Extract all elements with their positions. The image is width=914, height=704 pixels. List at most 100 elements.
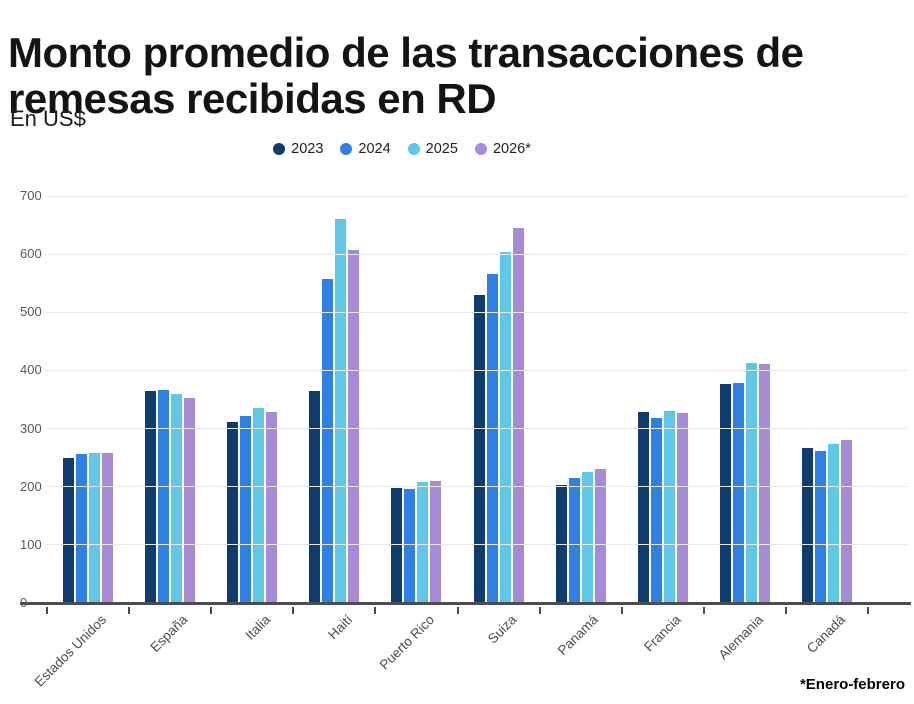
bar-espana-2025 [171,393,183,603]
bar-estados-unidos-2026 [102,453,114,603]
bar-estados-unidos-2025 [89,453,101,603]
bar-group-espana [129,390,211,603]
x-axis-tick [784,607,787,614]
bar-alemania-2025 [745,362,757,603]
bar-haiti-2024 [322,279,334,603]
bar-espana-2026 [184,397,196,603]
legend-label-2026: 2026* [492,141,531,157]
bar-canada-2024 [814,450,826,603]
x-axis-label-estados-unidos: Estados Unidos [31,612,109,690]
bar-suiza-2024 [486,273,498,603]
gridline-400 [45,369,908,371]
bar-italia-2024 [240,415,252,603]
bar-suiza-2023 [473,294,485,603]
bar-estados-unidos-2023 [63,457,75,603]
bar-francia-2025 [663,411,675,603]
bar-panama-2024 [568,478,580,603]
bar-canada-2026 [840,440,852,603]
gridline-100 [45,544,908,546]
gridline-600 [45,253,908,255]
chart-subtitle: En US$ [10,106,86,131]
x-axis-label-francia: Francia [640,612,684,655]
bar-francia-2024 [650,417,662,603]
legend-item-2024: 2024 [340,141,391,157]
bar-francia-2026 [676,413,688,603]
bar-francia-2023 [637,412,649,603]
bar-group-italia [211,408,293,603]
bar-group-puerto-rico [375,480,457,603]
y-tick-label-500: 500 [20,304,42,320]
legend-item-2025: 2025 [407,141,458,157]
bar-italia-2025 [253,408,265,603]
bar-haiti-2025 [335,219,347,603]
x-axis-tick [456,607,459,614]
x-axis-tick [374,607,377,614]
y-tick-label-400: 400 [20,362,42,378]
legend-label-2024: 2024 [358,141,391,157]
bar-group-panama [540,468,622,603]
legend-label-2025: 2025 [425,141,458,157]
bar-espana-2023 [145,391,157,603]
legend-dot-2023 [273,143,286,155]
x-axis-label-suiza: Suiza [484,612,520,647]
x-axis-tick [620,607,623,614]
bar-alemania-2026 [758,364,770,603]
legend-item-2023: 2023 [273,141,323,157]
gridline-700 [45,195,908,197]
bar-alemania-2023 [719,384,731,603]
bar-panama-2023 [555,484,567,603]
bar-canada-2025 [827,444,839,603]
bar-panama-2026 [594,468,606,603]
legend-dot-2025 [407,143,420,155]
gridline-300 [45,428,908,430]
x-axis-tick [292,607,295,614]
gridline-200 [45,486,908,488]
y-tick-label-300: 300 [20,420,42,436]
chart-title: Monto promedio de las transacciones de r… [8,29,804,123]
bars-container [47,196,868,603]
bar-group-alemania [704,362,786,603]
x-axis-label-alemania: Alemania [715,612,766,663]
bar-italia-2026 [266,412,278,603]
bar-puerto-rico-2025 [417,482,429,603]
x-axis-line [20,602,911,605]
bar-suiza-2026 [512,227,524,603]
y-tick-label-200: 200 [20,478,42,494]
x-axis-label-espana: España [147,612,191,655]
bar-group-estados-unidos [47,453,129,603]
legend-label-2023: 2023 [291,141,324,157]
gridline-500 [45,311,908,313]
x-axis-tick [702,607,705,614]
x-axis-label-haiti: Haití [324,612,355,643]
x-axis-label-canada: Canadá [803,612,848,657]
x-axis-label-italia: Italia [242,612,273,643]
y-tick-label-0: 0 [20,595,28,610]
bar-espana-2024 [158,390,170,603]
legend-item-2026: 2026* [474,141,531,157]
bar-alemania-2024 [732,382,744,603]
bar-group-suiza [457,227,539,603]
x-axis-tick [128,607,131,614]
x-axis-label-puerto-rico: Puerto Rico [376,612,438,673]
bar-italia-2023 [227,422,239,603]
bar-puerto-rico-2026 [430,480,442,603]
footnote: *Enero-febrero [799,676,905,693]
x-axis-tick [46,607,48,614]
bar-group-canada [786,440,868,603]
bar-group-haiti [293,219,375,603]
bar-puerto-rico-2024 [404,489,416,603]
bar-group-francia [622,411,704,603]
bar-estados-unidos-2024 [76,453,88,603]
bar-suiza-2025 [499,251,511,603]
y-tick-label-700: 700 [20,188,42,203]
legend: 2023 2024 2025 2026* [0,141,859,157]
bar-canada-2023 [801,447,813,603]
x-axis-tick [867,607,869,614]
y-tick-label-600: 600 [20,246,42,262]
bar-haiti-2026 [348,250,360,603]
y-tick-label-100: 100 [20,536,42,552]
bar-puerto-rico-2023 [391,487,403,603]
x-axis-tick [538,607,541,614]
x-axis-tick [210,607,213,614]
legend-dot-2026 [474,143,487,155]
